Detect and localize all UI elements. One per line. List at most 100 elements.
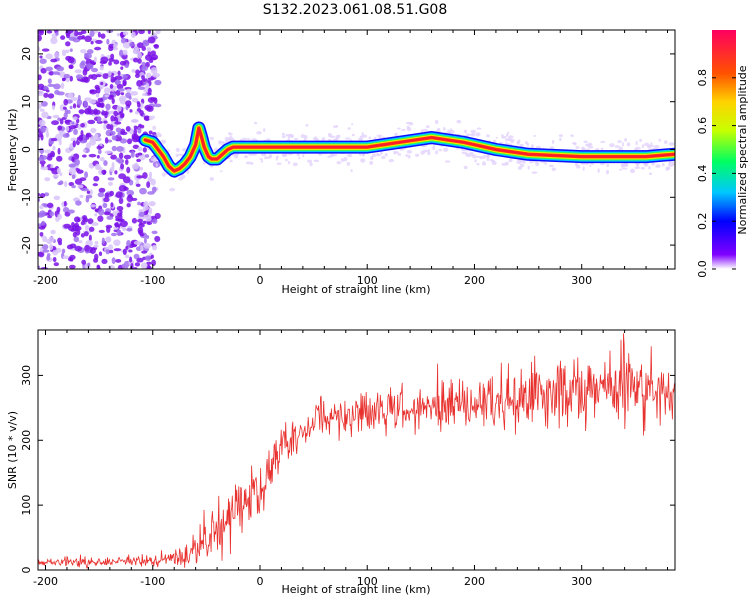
spectrogram-noise-blob — [110, 130, 116, 136]
spectrogram-halo-blob — [384, 153, 388, 157]
spectrogram-noise-blob — [65, 125, 70, 132]
spectrogram-noise-blob — [53, 51, 60, 59]
spectrogram-noise-blob — [80, 49, 87, 54]
spectrogram-noise-blob — [63, 73, 71, 79]
spectrogram-noise-blob — [151, 259, 156, 267]
spectrogram-halo-blob — [463, 129, 468, 134]
spectrogram-noise-blob — [77, 35, 84, 40]
spectrogram-noise-blob — [127, 194, 132, 199]
spectrogram-noise-blob — [126, 88, 132, 93]
spectrogram-noise-blob — [88, 234, 92, 242]
spectrogram-noise-blob — [104, 150, 112, 155]
spectrogram-noise-blob — [146, 181, 151, 188]
spectrogram-noise-blob — [77, 94, 81, 101]
spectrogram-noise-blob — [52, 174, 59, 178]
spectrogram-noise-blob — [109, 190, 115, 197]
spectrogram-noise-blob — [67, 209, 75, 214]
spectrogram-noise-blob — [38, 119, 46, 127]
spectrogram-noise-blob — [137, 146, 143, 152]
spectrogram-x-label: Height of straight line (km) — [281, 283, 430, 296]
spectrogram-halo-blob — [177, 176, 183, 181]
spectrogram-noise-blob — [98, 208, 105, 216]
spectrogram-noise-blob — [128, 39, 133, 43]
x-tick-label: 200 — [464, 575, 485, 588]
colorbar-ticks: 0.0 0.2 0.4 0.6 0.8 — [696, 69, 736, 278]
spectrogram-noise-blob — [113, 248, 122, 252]
spectrogram-halo-blob — [575, 146, 580, 149]
spectrogram-noise-blob — [133, 240, 142, 245]
spectrogram-halo-blob — [476, 127, 482, 130]
spectrogram-noise-blob — [143, 242, 152, 249]
spectrogram-noise-blob — [80, 60, 87, 66]
spectrogram-noise-blob — [108, 61, 112, 66]
spectrogram-halo-blob — [614, 145, 620, 148]
spectrogram-noise-blob — [78, 134, 84, 142]
spectrogram-noise-blob — [142, 92, 148, 97]
spectrogram-noise-blob — [80, 233, 85, 238]
spectrogram-halo-blob — [605, 170, 610, 175]
spectrogram-noise-blob — [117, 88, 125, 92]
spectrogram-noise-blob — [76, 98, 82, 106]
spectrogram-noise-blob — [89, 204, 97, 208]
spectrogram-noise-blob — [99, 157, 105, 162]
spectrogram-noise-blob — [113, 239, 121, 247]
spectrogram-noise-blob — [102, 202, 108, 209]
spectrogram-noise-blob — [64, 119, 70, 123]
spectrogram-halo-blob — [292, 162, 298, 167]
spectrogram-halo-blob — [486, 134, 490, 138]
spectrogram-noise-blob — [38, 156, 45, 162]
spectrogram-noise-blob — [125, 245, 129, 250]
spectrogram-halo-blob — [333, 125, 336, 129]
spectrogram-noise-blob — [38, 34, 42, 42]
spectrogram-noise-blob — [48, 236, 55, 243]
spectrogram-noise-blob — [85, 196, 90, 203]
spectrogram-noise-blob — [104, 137, 109, 144]
spectrogram-noise-blob — [138, 30, 145, 35]
spectrogram-noise-blob — [38, 223, 42, 227]
spectrogram-noise-blob — [146, 235, 150, 239]
spectrogram-halo-blob — [336, 161, 342, 165]
spectrogram-noise-blob — [84, 244, 91, 252]
spectrogram-noise-blob — [106, 215, 114, 220]
spectrogram-halo-blob — [388, 159, 395, 163]
spectrogram-noise-blob — [40, 125, 46, 133]
spectrogram-halo-blob — [150, 115, 156, 120]
spectrogram-halo-blob — [432, 145, 436, 151]
spectrogram-noise-blob — [128, 249, 133, 253]
spectrogram-noise-blob — [148, 207, 153, 215]
spectrogram-noise-blob — [122, 176, 131, 184]
spectrogram-noise-blob — [125, 159, 129, 165]
spectrogram-noise-blob — [143, 115, 151, 122]
spectrogram-halo-blob — [414, 153, 420, 157]
spectrogram-noise-blob — [137, 152, 143, 156]
spectrogram-noise-blob — [87, 262, 91, 267]
spectrogram-halo-blob — [576, 165, 581, 169]
spectrogram-halo-blob — [600, 140, 606, 143]
spectrogram-halo-blob — [242, 137, 247, 141]
spectrogram-noise-blob — [72, 103, 77, 109]
spectrogram-noise-blob — [68, 36, 77, 41]
snr-panel: -200 -100 0 100 200 300 0 100 200 300 Height of s… — [6, 329, 676, 596]
spectrogram-halo-blob — [551, 139, 555, 144]
spectrogram-halo-blob — [250, 161, 254, 165]
spectrogram-noise-blob — [106, 226, 111, 233]
spectrogram-noise-blob — [103, 211, 111, 216]
spectrogram-noise-blob — [115, 258, 122, 263]
spectrogram-noise-blob — [137, 86, 145, 90]
spectrogram-halo-blob — [246, 138, 251, 141]
spectrogram-halo-blob — [620, 163, 626, 167]
x-tick-label: 300 — [571, 274, 592, 287]
spectrogram-halo-blob — [471, 132, 476, 137]
spectrogram-halo-blob — [508, 158, 513, 163]
x-tick-label: 100 — [357, 575, 378, 588]
spectrogram-halo-blob — [587, 142, 593, 147]
spectrogram-noise-blob — [118, 152, 124, 160]
spectrogram-halo-blob — [531, 171, 538, 174]
spectrogram-halo-blob — [559, 137, 562, 142]
spectrogram-noise-blob — [133, 253, 140, 260]
spectrogram-halo-blob — [281, 154, 287, 157]
spectrogram-noise-blob — [61, 49, 67, 57]
spectrogram-noise-blob — [46, 30, 53, 34]
spectrogram-noise-blob — [113, 43, 118, 47]
